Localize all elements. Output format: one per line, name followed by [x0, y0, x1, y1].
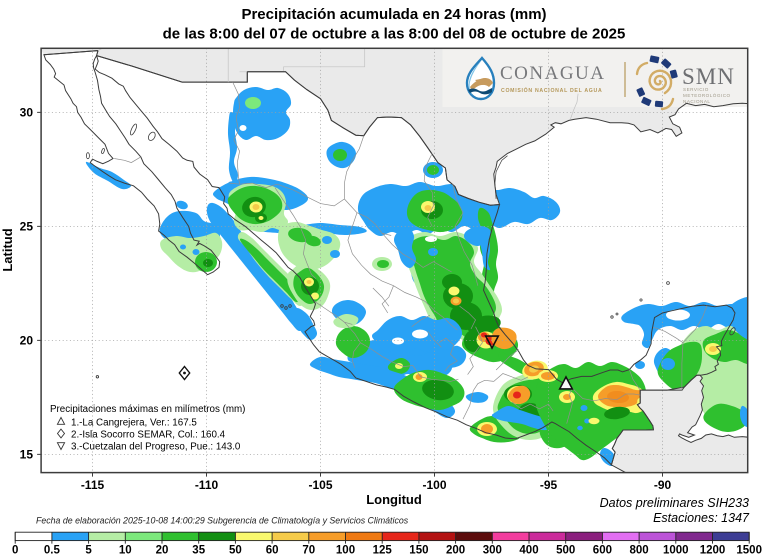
svg-text:20: 20: [156, 545, 169, 557]
svg-text:-100: -100: [422, 478, 446, 492]
svg-text:2.-Isla Socorro SEMAR, Col.: 1: 2.-Isla Socorro SEMAR, Col.: 160.4: [71, 430, 226, 441]
svg-text:35: 35: [192, 545, 205, 557]
svg-text:1.-La Cangrejera, Ver.: 167.5: 1.-La Cangrejera, Ver.: 167.5: [71, 418, 197, 429]
svg-text:Longitud: Longitud: [366, 492, 422, 507]
svg-text:200: 200: [446, 545, 465, 557]
svg-text:50: 50: [229, 545, 242, 557]
svg-text:Estaciones: 1347: Estaciones: 1347: [653, 511, 750, 525]
svg-text:1500: 1500: [736, 545, 762, 557]
svg-text:de las 8:00 del 07 de octubre: de las 8:00 del 07 de octubre a las 8:00…: [163, 26, 626, 43]
svg-text:0: 0: [12, 545, 18, 557]
svg-text:300: 300: [483, 545, 502, 557]
svg-text:-115: -115: [81, 478, 105, 492]
svg-text:10: 10: [119, 545, 132, 557]
svg-text:125: 125: [373, 545, 393, 557]
svg-text:Precipitaciones máximas en mil: Precipitaciones máximas en milímetros (m…: [50, 404, 245, 415]
svg-text:3.-Cuetzalan del Progreso, Pue: 3.-Cuetzalan del Progreso, Pue.: 143.0: [71, 442, 241, 453]
svg-text:400: 400: [519, 545, 538, 557]
svg-text:70: 70: [302, 545, 315, 557]
svg-text:CONAGUA: CONAGUA: [500, 63, 606, 84]
svg-text:5: 5: [85, 545, 92, 557]
svg-text:Fecha de elaboración 2025-10-0: Fecha de elaboración 2025-10-08 14:00:29…: [36, 516, 409, 526]
svg-text:-95: -95: [540, 478, 558, 492]
svg-text:25: 25: [20, 219, 34, 233]
svg-text:20: 20: [20, 333, 34, 347]
svg-text:-90: -90: [654, 478, 672, 492]
svg-text:SMN: SMN: [682, 64, 735, 89]
svg-text:Latitud: Latitud: [0, 228, 15, 271]
svg-text:COMISIÓN NACIONAL DEL AGUA: COMISIÓN NACIONAL DEL AGUA: [501, 86, 602, 94]
svg-text:-110: -110: [195, 478, 219, 492]
svg-text:800: 800: [630, 545, 649, 557]
svg-text:-105: -105: [308, 478, 332, 492]
svg-text:15: 15: [20, 447, 34, 461]
svg-text:METEOROLÓGICO: METEOROLÓGICO: [683, 92, 731, 98]
svg-text:100: 100: [336, 545, 355, 557]
svg-text:Datos preliminares SIH233: Datos preliminares SIH233: [600, 496, 749, 510]
svg-text:500: 500: [556, 545, 575, 557]
svg-text:SERVICIO: SERVICIO: [683, 87, 709, 92]
svg-text:Precipitación acumulada en 24: Precipitación acumulada en 24 horas (mm): [241, 6, 546, 23]
svg-text:60: 60: [266, 545, 279, 557]
svg-text:0.5: 0.5: [44, 545, 61, 557]
svg-text:NACIONAL: NACIONAL: [683, 99, 711, 104]
svg-text:30: 30: [20, 105, 34, 119]
svg-text:1200: 1200: [700, 545, 726, 557]
svg-text:600: 600: [593, 545, 612, 557]
svg-text:150: 150: [409, 545, 428, 557]
svg-text:1000: 1000: [663, 545, 689, 557]
